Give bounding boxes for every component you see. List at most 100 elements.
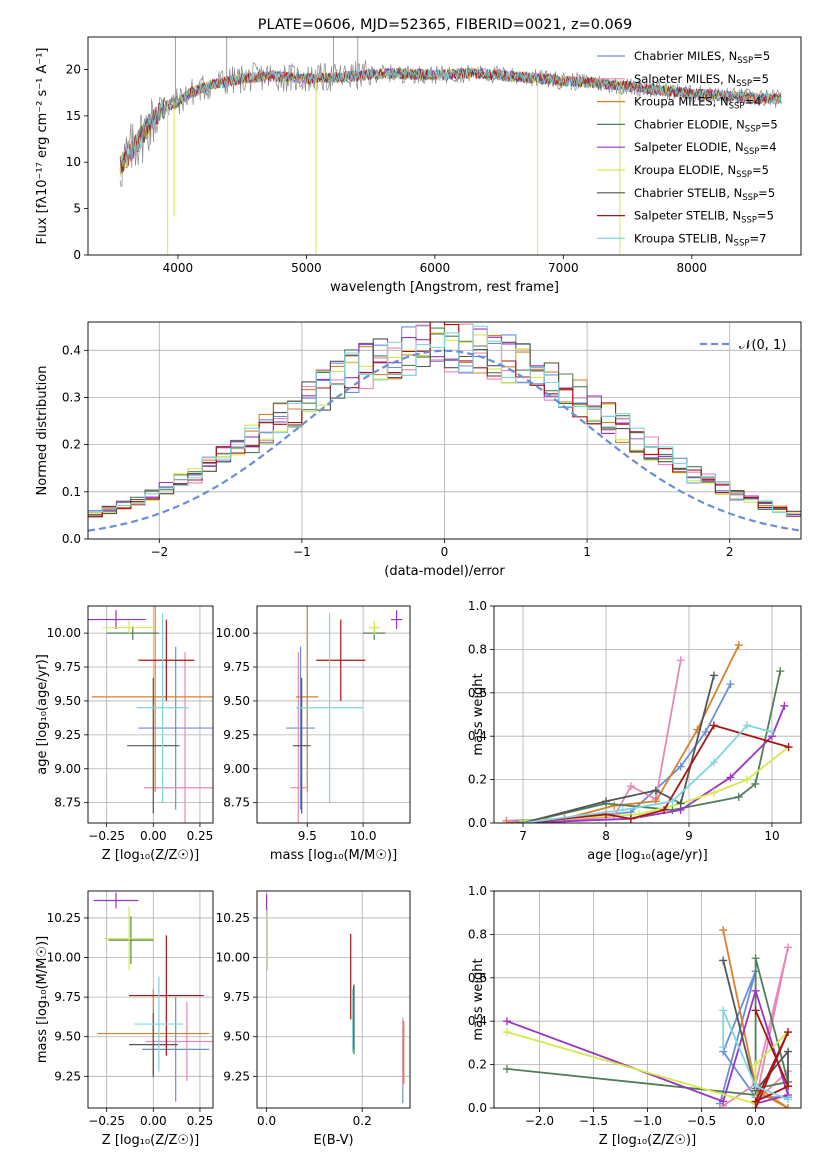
weight-series-line (522, 724, 789, 823)
x-tick-label: −1 (293, 545, 311, 559)
weight-point (751, 779, 760, 788)
residual-histogram (88, 325, 801, 517)
axes-frame (87, 890, 214, 1109)
y-tick-label: 10.00 (47, 626, 81, 640)
weight-point (709, 788, 718, 797)
x-tick-label: 10.0 (350, 829, 377, 843)
y-tick-label: 9.75 (54, 990, 81, 1004)
legend-entry: Kroupa STELIB, NSSP=7 (634, 231, 766, 248)
weight-point (668, 805, 677, 814)
z-mass-plot-area (93, 892, 213, 1102)
y-axis-label: Normed distribution (35, 366, 50, 496)
x-tick-label: 0.0 (257, 1114, 276, 1128)
x-tick-label: 0.25 (187, 1114, 214, 1128)
weight-point (676, 799, 685, 808)
y-axis-label: Flux [fλ10⁻¹⁷ erg cm⁻² s⁻¹ A⁻¹] (35, 48, 50, 245)
weight-point (726, 680, 735, 689)
x-tick-label: 4000 (163, 261, 194, 275)
axes-frame (87, 36, 802, 256)
x-tick-label: 9.5 (298, 829, 317, 843)
weight-point (784, 743, 793, 752)
x-tick-label: 7000 (548, 261, 579, 275)
weight-point (734, 792, 743, 801)
spectrum-plot-area (119, 37, 782, 255)
legend-entry: Chabrier ELODIE, NSSP=5 (634, 117, 778, 134)
weight-series-line (522, 724, 773, 823)
age-weight-panel: 7 8 9 10 0.0 0.2 0.4 0.6 0.8 1.0 age [log₁₀(age/yr… (468, 599, 802, 863)
y-tick-label: 1.0 (468, 599, 487, 613)
weight-point (743, 721, 752, 730)
z-weight-plot-area (502, 926, 793, 1108)
x-tick-label: 5000 (291, 261, 322, 275)
weight-point (726, 773, 735, 782)
legend-entry: Salpeter STELIB, NSSP=5 (634, 209, 774, 226)
y-axis-label: mass weight (471, 673, 486, 755)
y-tick-label: 9.50 (223, 694, 250, 708)
weight-series-line (722, 1010, 789, 1101)
z-mass-panel: −0.25 0.00 0.25 9.25 9.50 9.75 10.00 10.25 Z [lo… (35, 890, 214, 1148)
axes-frame (493, 890, 802, 1109)
y-tick-label: 0.4 (62, 343, 81, 357)
y-tick-label: 9.00 (54, 762, 81, 776)
x-tick-label: 0 (441, 545, 449, 559)
weight-point (651, 786, 660, 795)
ebv-mass-plot-area (265, 894, 405, 1104)
mass-age-plot-area (286, 606, 403, 823)
y-tick-label: 0.0 (468, 1101, 487, 1115)
y-tick-label: 9.75 (223, 990, 250, 1004)
y-tick-label: 0.6 (468, 686, 487, 700)
weight-point (751, 954, 760, 963)
y-tick-label: 0.8 (468, 927, 487, 941)
legend-entry: Kroupa MILES, NSSP=4 (634, 95, 761, 112)
model-spectrum-line (119, 67, 782, 168)
x-tick-label: 6000 (420, 261, 451, 275)
weight-series-line (522, 746, 790, 822)
y-tick-label: 8.75 (223, 796, 250, 810)
x-axis-label: Z [log₁₀(Z/Z☉)] (102, 1133, 199, 1148)
y-tick-label: 9.25 (223, 728, 250, 742)
legend-entry: Chabrier STELIB, NSSP=5 (634, 186, 775, 203)
y-tick-label: 0.2 (62, 438, 81, 452)
y-tick-label: 20 (66, 62, 81, 76)
residuals-panel: −2 −1 0 1 2 0.0 0.1 0.2 0.3 0.4 (data-model)/error… (35, 321, 802, 579)
axes-frame (87, 605, 214, 824)
y-tick-label: 10.25 (47, 911, 81, 925)
y-tick-label: 10.00 (47, 951, 81, 965)
weight-point (602, 797, 611, 806)
x-axis-label: (data-model)/error (384, 564, 505, 579)
weight-point (719, 1043, 728, 1052)
y-tick-label: 0.0 (62, 532, 81, 546)
axes-frame (256, 605, 411, 824)
weight-point (502, 1028, 511, 1037)
x-axis-label: age [log₁₀(age/yr)] (587, 848, 708, 863)
y-tick-label: 9.25 (223, 1069, 250, 1083)
y-tick-label: 9.50 (223, 1030, 250, 1044)
y-tick-label: 10 (66, 155, 81, 169)
x-tick-label: 8000 (677, 261, 708, 275)
y-tick-label: 9.75 (223, 660, 250, 674)
z-weight-panel: −2.0 −1.5 −1.0 −0.5 0.0 0.0 0.2 0.4 0.6 0.8 1.0 Z [… (468, 884, 802, 1148)
x-axis-label: Z [log₁₀(Z/Z☉)] (102, 848, 199, 863)
figure-title: PLATE=0606, MJD=52365, FIBERID=0021, z=0… (258, 17, 632, 33)
x-axis-label: E(B-V) (313, 1133, 353, 1148)
y-tick-label: 9.25 (54, 728, 81, 742)
y-tick-label: 0.6 (468, 971, 487, 985)
y-axis-label: age [log₁₀(age/yr)] (35, 654, 50, 775)
weight-point (751, 1097, 760, 1106)
x-tick-label: −0.25 (88, 829, 125, 843)
axes-frame (493, 605, 802, 824)
x-tick-label: 0.00 (140, 1114, 167, 1128)
x-axis-label: wavelength [Angstrom, rest frame] (330, 280, 559, 295)
x-tick-label: 0.0 (746, 1114, 765, 1128)
weight-point (709, 721, 718, 730)
weight-series-line (522, 670, 782, 823)
y-tick-label: 0.1 (62, 485, 81, 499)
y-tick-label: 0.2 (468, 1058, 487, 1072)
weight-point (734, 641, 743, 650)
ebv-mass-panel: 0.0 0.2 9.25 9.50 9.75 10.00 10.25 E(B-V) (216, 890, 411, 1148)
weight-point (751, 1060, 760, 1069)
weight-point (618, 805, 627, 814)
y-tick-label: 15 (66, 109, 81, 123)
spectrum-panel: 4000 5000 6000 7000 8000 0 5 10 15 20 wavelength [… (35, 36, 802, 295)
